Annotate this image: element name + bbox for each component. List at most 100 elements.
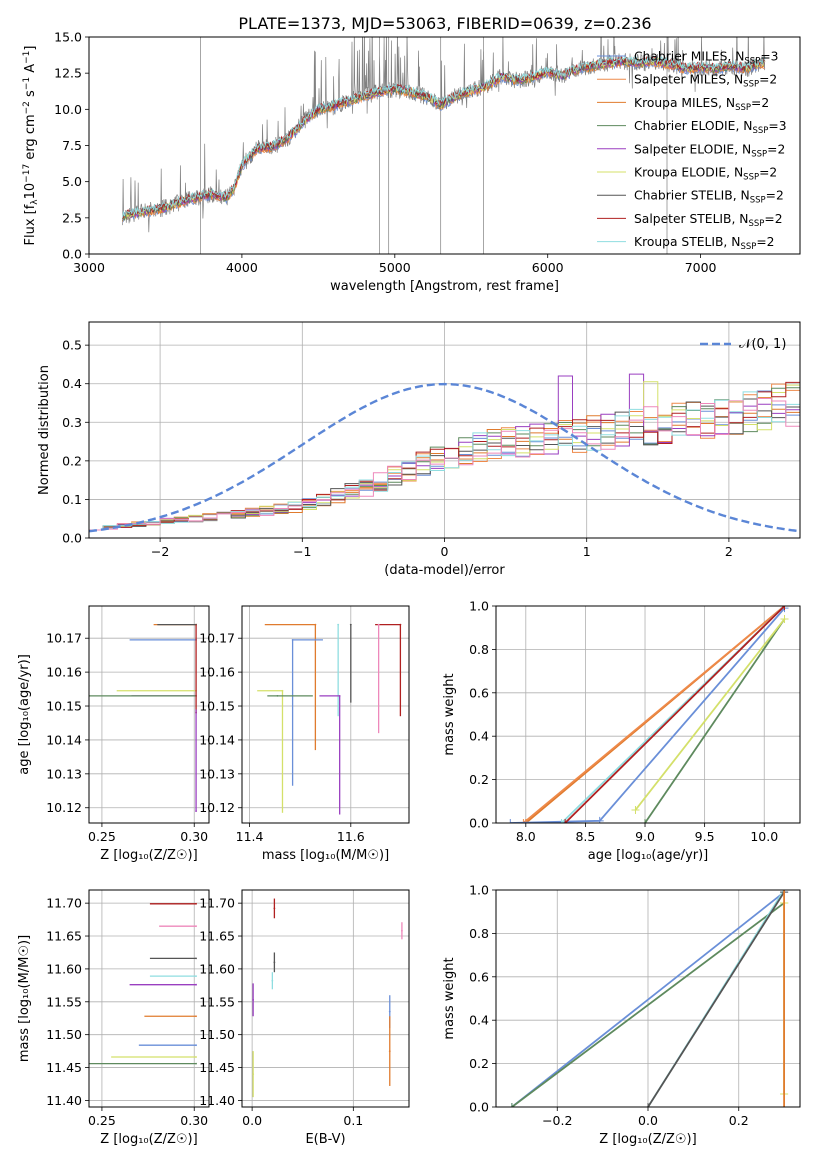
legend-label: Chabrier STELIB, NSSP=2 (634, 189, 784, 206)
y-tick-label: 0.3 (62, 415, 82, 430)
weight-marker (631, 805, 640, 814)
y-tick-label: 0.0 (469, 816, 489, 831)
legend-label: Salpeter STELIB, NSSP=2 (634, 212, 783, 229)
legend-count: =2 (766, 189, 784, 203)
y-axis-label-part: −2 (22, 101, 32, 114)
x-axis-label: Z [log₁₀(Z/Z☉)] (100, 1132, 197, 1147)
weight-marker (557, 819, 566, 823)
y-axis-label-part: −1 (22, 77, 32, 90)
y-axis-label-part: ] (23, 46, 38, 51)
weight-marker (506, 819, 515, 823)
legend-label: Salpeter MILES, NSSP=2 (634, 73, 777, 90)
y-tick-label: 0.6 (469, 685, 489, 700)
axes-frame (241, 605, 410, 824)
y-axis-label-part: λ (30, 199, 40, 205)
legend-name: Salpeter STELIB, N (634, 212, 749, 226)
y-tick-label: 11.50 (199, 1027, 235, 1042)
weight-line (647, 891, 785, 1107)
y-tick-label: 0.0 (469, 1100, 489, 1115)
x-tick-label: −2 (151, 544, 169, 559)
x-tick-label: −0.2 (542, 1113, 572, 1128)
y-axis-label: mass weight (442, 957, 457, 1039)
weight-vs-z-lines (507, 890, 789, 1107)
y-tick-label: 0.0 (62, 247, 82, 262)
weight-line (644, 618, 786, 823)
legend-label: Chabrier MILES, NSSP=3 (634, 50, 778, 67)
x-axis-label: E(B-V) (305, 1132, 345, 1147)
legend-name: Kroupa MILES, N (634, 96, 735, 110)
y-tick-label: 0.8 (469, 642, 489, 657)
weight-line (511, 891, 785, 1107)
x-tick-label: −1 (293, 544, 311, 559)
weight-marker (595, 816, 604, 823)
model-spectrum (122, 58, 765, 222)
mass-vs-z-points (89, 902, 197, 1065)
spectrum-axes: 3000 4000 5000 6000 7000 0.0 2.5 5.0 7.5 10.0 12.5… (22, 30, 801, 294)
legend-name: Salpeter MILES, N (634, 73, 743, 87)
y-tick-label: 11.55 (46, 994, 82, 1009)
y-axis-label-part: 10 (23, 183, 38, 200)
weight-vs-age-axes: 8.0 8.5 9.0 9.5 10.0 0.0 0.2 0.4 0.6 0.8 1.0 age [l… (442, 599, 801, 863)
y-tick-label: 10.16 (46, 665, 82, 680)
y-tick-label: 11.45 (46, 1060, 82, 1075)
legend-name: Chabrier MILES, N (634, 50, 744, 64)
legend-count: =2 (759, 166, 777, 180)
legend-label: 𝒩(0, 1) (739, 337, 786, 352)
legend-count: =2 (764, 212, 782, 226)
mass-vs-z-axes: 0.25 0.30 11.40 11.45 11.50 11.55 11.60 11.65 11… (17, 889, 210, 1147)
histogram-step (89, 381, 800, 531)
weight-marker (507, 1103, 516, 1107)
weight-marker (561, 819, 570, 823)
x-tick-label: 9.5 (695, 829, 715, 844)
y-tick-label: 5.0 (62, 174, 82, 189)
weight-line (522, 606, 786, 823)
axes-frame (88, 321, 801, 539)
data-point (195, 1044, 197, 1047)
x-tick-label: 3000 (73, 260, 105, 275)
weight-line (634, 618, 786, 811)
y-tick-label: 0.2 (469, 772, 489, 787)
y-tick-label: 10.17 (199, 631, 235, 646)
y-tick-label: 10.16 (199, 665, 235, 680)
weight-line (511, 902, 785, 1107)
x-tick-label: 0.30 (180, 1113, 208, 1128)
legend-sub: SSP (752, 126, 768, 136)
data-point (273, 907, 276, 910)
y-tick-label: 10.12 (46, 800, 82, 815)
y-tick-label: 10.12 (199, 800, 235, 815)
legend-name: Kroupa ELODIE, N (634, 166, 743, 180)
weight-vs-z-axes: −0.2 0.0 0.2 0.0 0.2 0.4 0.6 0.8 1.0 Z [log₁₀(Z/Z… (442, 883, 801, 1147)
age-vs-z-axes: 0.25 0.30 10.12 10.13 10.14 10.15 10.16 10.17 Z … (17, 605, 210, 863)
y-tick-label: 0.5 (62, 338, 82, 353)
weight-marker (780, 1103, 789, 1107)
data-point (195, 902, 197, 905)
y-tick-label: 0.0 (62, 531, 82, 546)
axes-frame (241, 889, 410, 1108)
legend-name: Chabrier STELIB, N (634, 189, 750, 203)
axes-frame (88, 36, 801, 255)
residual-histogram-axes: −2 −1 0 1 2 0.0 0.1 0.2 0.3 0.4 0.5 (data-model)/er… (37, 321, 801, 578)
y-axis-label-part: Flux [f (23, 204, 38, 245)
axes-frame (88, 605, 210, 824)
y-tick-label: 11.55 (199, 994, 235, 1009)
data-point (291, 639, 294, 641)
y-tick-label: 0.8 (469, 926, 489, 941)
legend-sub: SSP (735, 103, 751, 113)
x-tick-label: 7000 (685, 260, 717, 275)
y-tick-label: 0.4 (469, 729, 489, 744)
legend-sub: SSP (749, 219, 765, 229)
y-tick-label: 10.13 (46, 766, 82, 781)
x-tick-label: 0.2 (729, 1113, 749, 1128)
legend-label: Salpeter ELODIE, NSSP=2 (634, 142, 785, 159)
y-axis-label: mass [log₁₀(M/M☉)] (17, 935, 32, 1062)
data-point (273, 961, 276, 964)
x-tick-label: 0.0 (638, 1113, 658, 1128)
data-point (276, 694, 279, 697)
mass-vs-ebv-axes: 0.0 0.1 11.40 11.45 11.50 11.55 11.60 11.65 11.7… (199, 889, 410, 1147)
x-tick-label: 4000 (226, 260, 258, 275)
axes-frame (495, 889, 801, 1108)
axes-frame (88, 889, 210, 1108)
y-axis-label-part: −17 (22, 164, 32, 183)
